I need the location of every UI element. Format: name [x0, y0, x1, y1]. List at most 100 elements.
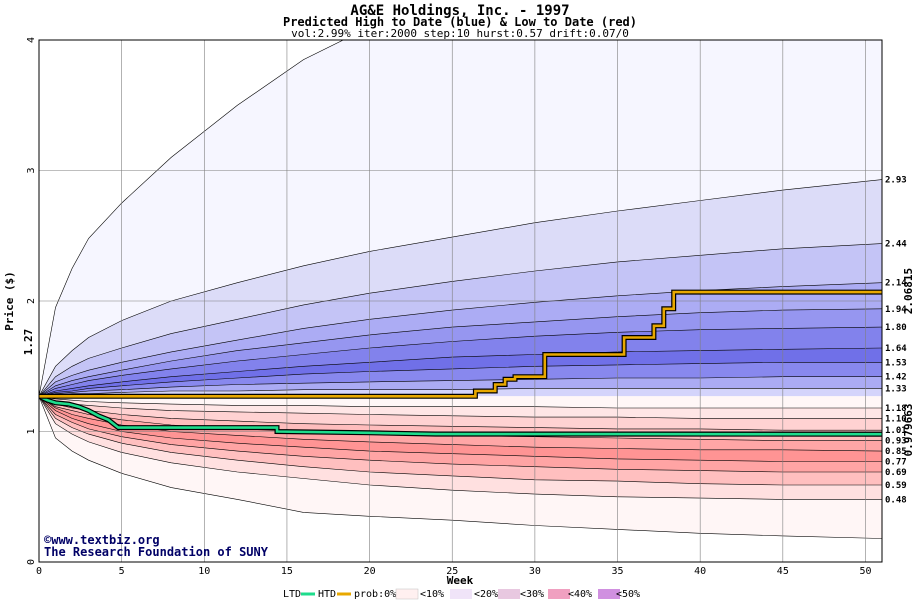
x-tick-label-5: 25	[446, 566, 458, 577]
y-tick-label-1: 1	[26, 428, 37, 434]
quantile-end-label-10: 1.18	[885, 404, 907, 414]
legend-item-4: <50%	[616, 589, 640, 600]
lower-probability-bands	[39, 396, 882, 539]
legend-ltd-label: LTD	[283, 589, 301, 600]
lower-quantile-line-8	[39, 396, 882, 500]
x-tick-label-0: 0	[36, 566, 42, 577]
chart-title: AG&E Holdings, Inc. - 1997	[350, 3, 569, 19]
upper-band-1	[39, 179, 882, 397]
upper-band-0	[39, 40, 882, 397]
lower-band-0	[39, 396, 882, 408]
quantile-end-label-1: 2.93	[885, 176, 907, 186]
upper-band-5	[39, 327, 882, 397]
legend-swatch-1	[450, 589, 472, 599]
lower-quantile-line-6	[39, 396, 882, 473]
quantile-end-label-3: 2.14	[885, 279, 907, 289]
upper-quantile-line-6	[39, 347, 882, 397]
legend-item-1: <20%	[474, 589, 498, 600]
quantile-end-label-7: 1.53	[885, 358, 907, 368]
htd-series-line	[39, 290, 882, 398]
x-tick-label-9: 45	[777, 566, 789, 577]
upper-quantile-line-8	[39, 376, 882, 397]
x-axis-ticks: 0 5 10 15 20 25 30 35 40 45 50	[36, 566, 872, 577]
chart-subtitle: Predicted High to Date (blue) & Low to D…	[283, 15, 637, 29]
x-tick-label-4: 20	[364, 566, 376, 577]
upper-band-6	[39, 348, 882, 397]
legend-prob-prefix: prob:0%	[354, 589, 396, 600]
credit-organization: The Research Foundation of SUNY	[44, 545, 269, 559]
lower-band-5	[39, 396, 882, 462]
ltd-end-value-label: 0.979663	[902, 404, 915, 457]
upper-quantile-line-2	[39, 243, 882, 397]
quantile-end-label-11: 1.10	[885, 414, 907, 424]
quantile-end-label-13: 0.93	[885, 437, 907, 447]
upper-probability-bands	[39, 40, 882, 397]
y-tick-label-3: 3	[26, 167, 37, 173]
x-tick-label-2: 10	[198, 566, 210, 577]
quantile-end-label-12: 1.01	[885, 426, 907, 436]
upper-quantile-line-1	[39, 179, 882, 397]
quantile-end-label-14: 0.85	[885, 447, 907, 457]
credit-website: ©www.textbiz.org	[44, 533, 160, 547]
lower-quantile-line-7	[39, 396, 882, 486]
lower-quantile-line-0	[39, 396, 882, 409]
start-price-label: 1.27	[22, 329, 35, 356]
x-tick-label-8: 40	[694, 566, 706, 577]
legend-swatch-2	[498, 589, 520, 599]
x-axis-label: Week	[447, 574, 474, 587]
upper-band-7	[39, 362, 882, 397]
lower-band-1	[39, 396, 882, 419]
legend-item-3: <40%	[568, 589, 592, 600]
x-tick-label-7: 35	[612, 566, 624, 577]
htd-end-value-label: 2.06815	[902, 268, 915, 314]
quantile-end-label-15: 0.77	[885, 458, 907, 468]
upper-quantile-line-0	[39, 40, 344, 397]
lower-quantile-line-4	[39, 396, 882, 452]
y-tick-label-0: 0	[26, 559, 37, 565]
lower-band-3	[39, 396, 882, 441]
legend: LTD HTD prob:0% <10% <20% <30% <40% <50%	[283, 588, 640, 600]
lower-band-4	[39, 396, 882, 452]
lower-band-8	[39, 396, 882, 500]
upper-band-8	[39, 376, 882, 397]
legend-item-2: <30%	[520, 589, 544, 600]
quantile-end-label-9: 1.33	[885, 384, 907, 394]
quantile-end-label-4: 1.94	[885, 305, 907, 315]
quantile-end-label-18: 0.48	[885, 495, 907, 505]
ltd-series-line	[39, 395, 882, 436]
y-tick-label-2: 2	[26, 298, 37, 304]
legend-swatch-3	[548, 589, 570, 599]
legend-swatch-0	[395, 588, 419, 600]
x-tick-label-3: 15	[281, 566, 293, 577]
lower-quantile-line-9	[39, 396, 882, 539]
y-axis-ticks: 0 1 2 3 4	[26, 37, 37, 565]
y-tick-label-4: 4	[26, 37, 37, 43]
quantile-end-label-2: 2.44	[885, 240, 907, 250]
legend-swatch-4	[598, 589, 620, 599]
quantile-end-label-8: 1.42	[885, 373, 907, 383]
upper-band-4	[39, 308, 882, 397]
x-tick-label-1: 5	[119, 566, 125, 577]
lower-band-6	[39, 396, 882, 472]
upper-quantile-line-5	[39, 326, 882, 397]
chart-parameters: vol:2.99% iter:2000 step:10 hurst:0.57 d…	[291, 27, 629, 40]
x-tick-label-10: 50	[859, 566, 871, 577]
quantile-end-labels: 2.93 2.44 2.14 1.94 1.80 1.64 1.53 1.421.33 1.18…	[885, 176, 907, 506]
series-lines	[39, 289, 882, 437]
quantile-end-label-16: 0.69	[885, 468, 907, 478]
upper-quantile-line-9	[39, 388, 882, 397]
quantile-end-label-17: 0.59	[885, 481, 907, 491]
quantile-end-label-6: 1.64	[885, 344, 907, 354]
legend-htd-label: HTD	[318, 589, 336, 600]
legend-item-0: <10%	[420, 589, 444, 600]
upper-band-2	[39, 243, 882, 397]
lower-band-2	[39, 396, 882, 431]
lower-band-9	[39, 396, 882, 539]
plot-frame	[38, 39, 883, 563]
upper-quantile-line-7	[39, 362, 882, 397]
x-tick-label-6: 30	[529, 566, 541, 577]
lower-quantile-line-5	[39, 396, 882, 462]
lower-band-7	[39, 396, 882, 485]
